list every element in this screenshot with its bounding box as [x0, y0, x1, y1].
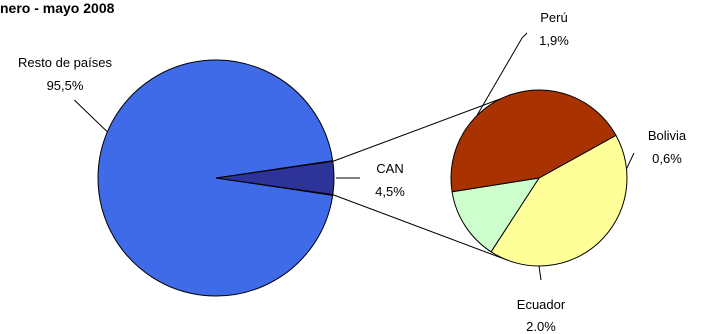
value-label-peru: 1,9%	[539, 33, 569, 48]
leader-line-bolivia	[626, 152, 635, 170]
connector-line-top	[332, 98, 501, 162]
label-ecuador: Ecuador	[517, 297, 566, 312]
connector-line-bottom	[332, 194, 510, 262]
label-peru: Perú	[540, 10, 567, 25]
slice-bolivia	[451, 177, 541, 253]
leader-line-peru	[476, 32, 528, 117]
label-bolivia: Bolivia	[648, 128, 687, 143]
slice-ecuador	[450, 89, 617, 193]
value-label-bolivia: 0,6%	[652, 151, 682, 166]
chart-title: nero - mayo 2008	[0, 0, 115, 16]
value-label-can: 4,5%	[375, 184, 405, 199]
value-label-resto-de-paises: 95,5%	[47, 78, 84, 93]
label-can: CAN	[376, 161, 403, 176]
label-resto-de-paises: Resto de países	[18, 55, 112, 70]
leader-line-ecuador	[538, 265, 542, 281]
slice-resto-de-paises	[97, 59, 334, 297]
value-label-ecuador: 2.0%	[526, 319, 556, 334]
slice-peru	[490, 134, 628, 267]
leader-line-resto-de-paises	[74, 99, 108, 133]
